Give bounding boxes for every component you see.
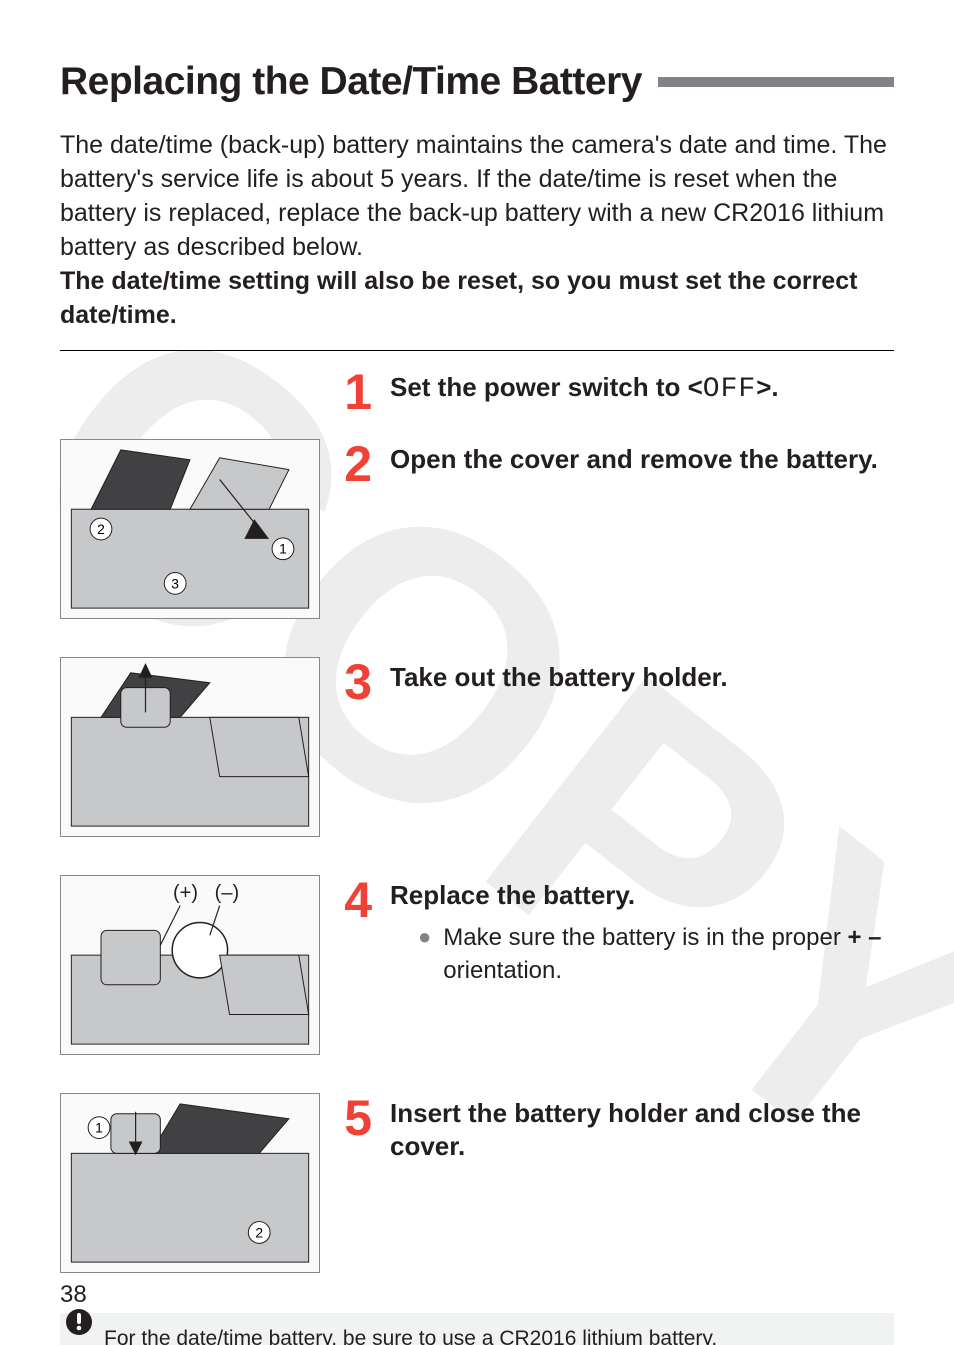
step-4-illustration: (+) (–) [60, 875, 320, 1055]
svg-text:2: 2 [97, 521, 105, 537]
step-body: Take out the battery holder. [390, 657, 894, 694]
page-content: Replacing the Date/Time Battery The date… [0, 0, 954, 1345]
step-title: Insert the battery holder and close the … [390, 1097, 894, 1164]
intro-block: The date/time (back-up) battery maintain… [60, 128, 894, 332]
step-body: Open the cover and remove the battery. [390, 439, 894, 476]
step-4: (+) (–) 4 Replace the battery. [60, 875, 894, 1075]
svg-text:3: 3 [171, 575, 179, 591]
polarity-plus: (+) [173, 882, 198, 904]
step-body: Replace the battery. ● Make sure the bat… [390, 875, 894, 987]
svg-text:1: 1 [95, 1120, 103, 1136]
step-number: 3 [344, 654, 372, 710]
step-bullet-list: ● Make sure the battery is in the proper… [390, 922, 894, 987]
step-title: Take out the battery holder. [390, 661, 894, 694]
step-number: 4 [344, 872, 372, 928]
caution-icon [64, 1307, 94, 1337]
step-number-col: 4 [338, 875, 372, 925]
separator-rule [60, 350, 894, 351]
polarity-labels: (+) (–) [173, 882, 239, 905]
footnote-box: For the date/time battery, be sure to us… [60, 1313, 894, 1345]
page-title: Replacing the Date/Time Battery [60, 60, 642, 104]
step-title-post: >. [756, 372, 778, 402]
bullet-post: orientation. [443, 957, 562, 984]
step-body: Set the power switch to <OFF>. [390, 367, 894, 408]
step-title-mono: OFF [703, 374, 756, 405]
bullet-pm: + – [848, 924, 882, 951]
step-number-col: 2 [338, 439, 372, 489]
step-number: 2 [344, 436, 372, 492]
step-number: 5 [344, 1090, 372, 1146]
bullet-pre: Make sure the battery is in the proper [443, 924, 847, 951]
step-number-col: 5 [338, 1093, 372, 1143]
step-3: 3 Take out the battery holder. [60, 657, 894, 857]
intro-bold-note: The date/time setting will also be reset… [60, 267, 857, 329]
footnote-text: For the date/time battery, be sure to us… [104, 1327, 717, 1345]
step-1: 1 Set the power switch to <OFF>. [60, 367, 894, 427]
bullet-icon: ● [418, 922, 431, 987]
bullet-text: Make sure the battery is in the proper +… [443, 922, 894, 987]
title-bar [658, 77, 894, 87]
svg-text:1: 1 [279, 541, 287, 557]
step-number-col: 3 [338, 657, 372, 707]
step-title: Open the cover and remove the battery. [390, 443, 894, 476]
svg-text:2: 2 [255, 1224, 263, 1240]
intro-paragraph: The date/time (back-up) battery maintain… [60, 131, 887, 261]
polarity-minus: (–) [215, 882, 239, 904]
step-3-illustration [60, 657, 320, 837]
step-number: 1 [344, 364, 372, 420]
step-title: Set the power switch to <OFF>. [390, 371, 894, 408]
steps-list: 1 Set the power switch to <OFF>. 2 1 [60, 367, 894, 1293]
step-title-pre: Set the power switch to < [390, 372, 703, 402]
step-bullet-row: ● Make sure the battery is in the proper… [418, 922, 894, 987]
step-5-illustration: 1 2 [60, 1093, 320, 1273]
step-2: 2 1 3 2 Open the cover and remove the ba… [60, 439, 894, 639]
step-body: Insert the battery holder and close the … [390, 1093, 894, 1164]
step-2-illustration: 2 1 3 [60, 439, 320, 619]
step-title: Replace the battery. [390, 879, 894, 912]
title-row: Replacing the Date/Time Battery [60, 60, 894, 104]
step-number-col: 1 [338, 367, 372, 417]
step-5: 1 2 5 Insert the battery holder and clos… [60, 1093, 894, 1293]
